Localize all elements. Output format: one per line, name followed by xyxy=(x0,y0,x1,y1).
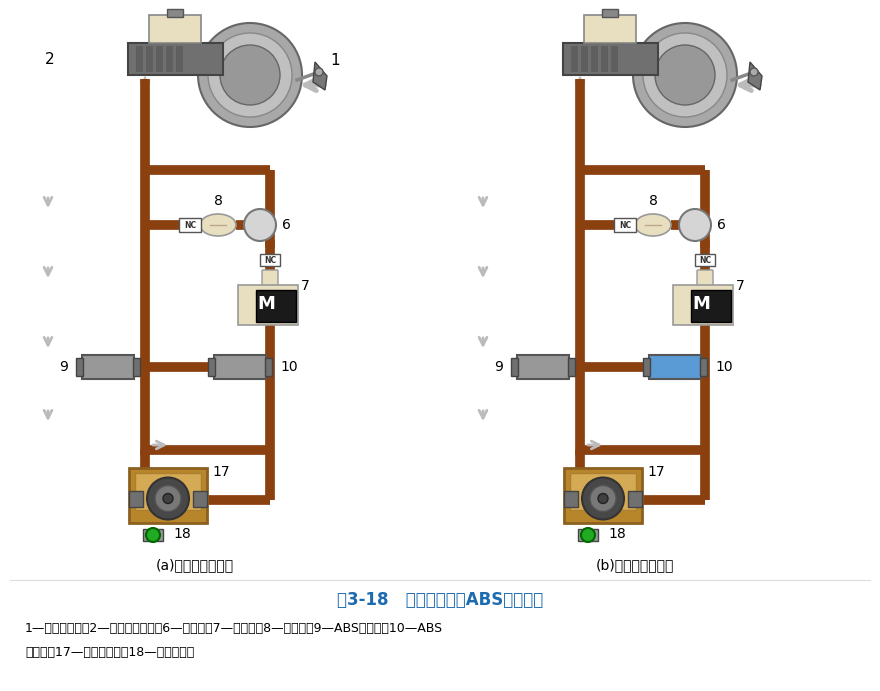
Text: NC: NC xyxy=(619,220,631,229)
Text: 7: 7 xyxy=(301,279,310,293)
Bar xyxy=(584,15,636,43)
Bar xyxy=(143,529,163,541)
Bar xyxy=(238,285,298,325)
Bar xyxy=(511,358,518,376)
Bar xyxy=(167,9,183,17)
Text: NC: NC xyxy=(184,220,196,229)
Bar xyxy=(156,46,163,72)
Bar xyxy=(600,46,607,72)
FancyBboxPatch shape xyxy=(697,270,713,286)
Bar xyxy=(570,473,636,510)
Bar xyxy=(602,9,618,17)
Circle shape xyxy=(633,23,737,127)
Text: 18: 18 xyxy=(608,527,626,541)
Circle shape xyxy=(155,486,181,511)
Text: M: M xyxy=(257,295,275,313)
Text: (a)驾驶员执行制动: (a)驾驶员执行制动 xyxy=(156,558,234,572)
Bar xyxy=(590,46,598,72)
Bar xyxy=(76,358,83,376)
Bar xyxy=(695,254,715,266)
Polygon shape xyxy=(748,62,762,90)
Bar xyxy=(581,46,588,72)
Bar xyxy=(145,46,152,72)
Bar xyxy=(564,468,642,523)
Circle shape xyxy=(163,493,173,504)
Bar xyxy=(175,46,182,72)
Bar xyxy=(135,473,201,510)
Bar xyxy=(611,46,618,72)
Ellipse shape xyxy=(635,214,671,236)
Text: 7: 7 xyxy=(736,279,744,293)
Bar xyxy=(129,491,143,507)
Bar xyxy=(256,290,296,322)
Circle shape xyxy=(643,33,727,117)
Bar xyxy=(149,15,201,43)
Bar xyxy=(643,358,650,376)
Bar xyxy=(193,491,207,507)
Bar xyxy=(649,355,701,379)
Circle shape xyxy=(581,528,595,542)
Text: 图3-18   驾驶员制动与ABS压力保持: 图3-18 驾驶员制动与ABS压力保持 xyxy=(337,591,543,609)
Text: 17: 17 xyxy=(647,465,664,479)
Bar xyxy=(128,43,223,75)
Text: NC: NC xyxy=(699,256,711,265)
Text: 18: 18 xyxy=(173,527,191,541)
Text: 10: 10 xyxy=(280,360,297,374)
Bar xyxy=(260,254,280,266)
Circle shape xyxy=(598,493,608,504)
Circle shape xyxy=(315,68,323,76)
Bar xyxy=(700,358,707,376)
Bar xyxy=(133,358,140,376)
Bar xyxy=(628,491,642,507)
Bar xyxy=(570,46,577,72)
Text: 回油阀；17—车轮制动缸；18—轮速传感器: 回油阀；17—车轮制动缸；18—轮速传感器 xyxy=(25,645,194,659)
Bar xyxy=(517,355,569,379)
Bar xyxy=(564,491,578,507)
Text: NC: NC xyxy=(264,256,276,265)
Circle shape xyxy=(244,209,276,241)
Text: 9: 9 xyxy=(495,360,503,374)
Bar xyxy=(214,355,266,379)
Text: 2: 2 xyxy=(45,52,55,66)
Circle shape xyxy=(220,45,280,105)
Circle shape xyxy=(146,528,160,542)
Circle shape xyxy=(655,45,715,105)
Text: 6: 6 xyxy=(282,218,291,232)
Text: 17: 17 xyxy=(212,465,230,479)
Text: 6: 6 xyxy=(717,218,726,232)
Bar xyxy=(673,285,733,325)
Bar xyxy=(691,290,731,322)
Bar xyxy=(265,358,272,376)
Circle shape xyxy=(750,68,758,76)
Polygon shape xyxy=(313,62,327,90)
Circle shape xyxy=(198,23,302,127)
Bar xyxy=(614,218,636,231)
Bar xyxy=(578,529,598,541)
Ellipse shape xyxy=(200,214,236,236)
Circle shape xyxy=(147,477,189,520)
Text: 8: 8 xyxy=(649,194,657,208)
Text: M: M xyxy=(692,295,710,313)
Bar xyxy=(165,46,172,72)
Circle shape xyxy=(582,477,624,520)
FancyBboxPatch shape xyxy=(262,270,278,286)
Bar xyxy=(136,46,143,72)
Text: (b)驾驶员执行制动: (b)驾驶员执行制动 xyxy=(596,558,674,572)
Bar xyxy=(568,358,575,376)
Text: 10: 10 xyxy=(715,360,733,374)
Bar xyxy=(129,468,207,523)
Text: 8: 8 xyxy=(214,194,223,208)
Text: 1—脚制动踩下；2—串联制动主缸；6—回流泵；7—蓄能器；8—缓冲室；9—ABS进油阀；10—ABS: 1—脚制动踩下；2—串联制动主缸；6—回流泵；7—蓄能器；8—缓冲室；9—ABS… xyxy=(25,621,444,634)
Text: 1: 1 xyxy=(330,53,340,68)
Bar xyxy=(82,355,134,379)
Text: 9: 9 xyxy=(59,360,68,374)
Circle shape xyxy=(590,486,616,511)
Circle shape xyxy=(208,33,292,117)
Circle shape xyxy=(679,209,711,241)
Bar xyxy=(208,358,215,376)
Bar xyxy=(179,218,201,231)
Bar xyxy=(562,43,657,75)
